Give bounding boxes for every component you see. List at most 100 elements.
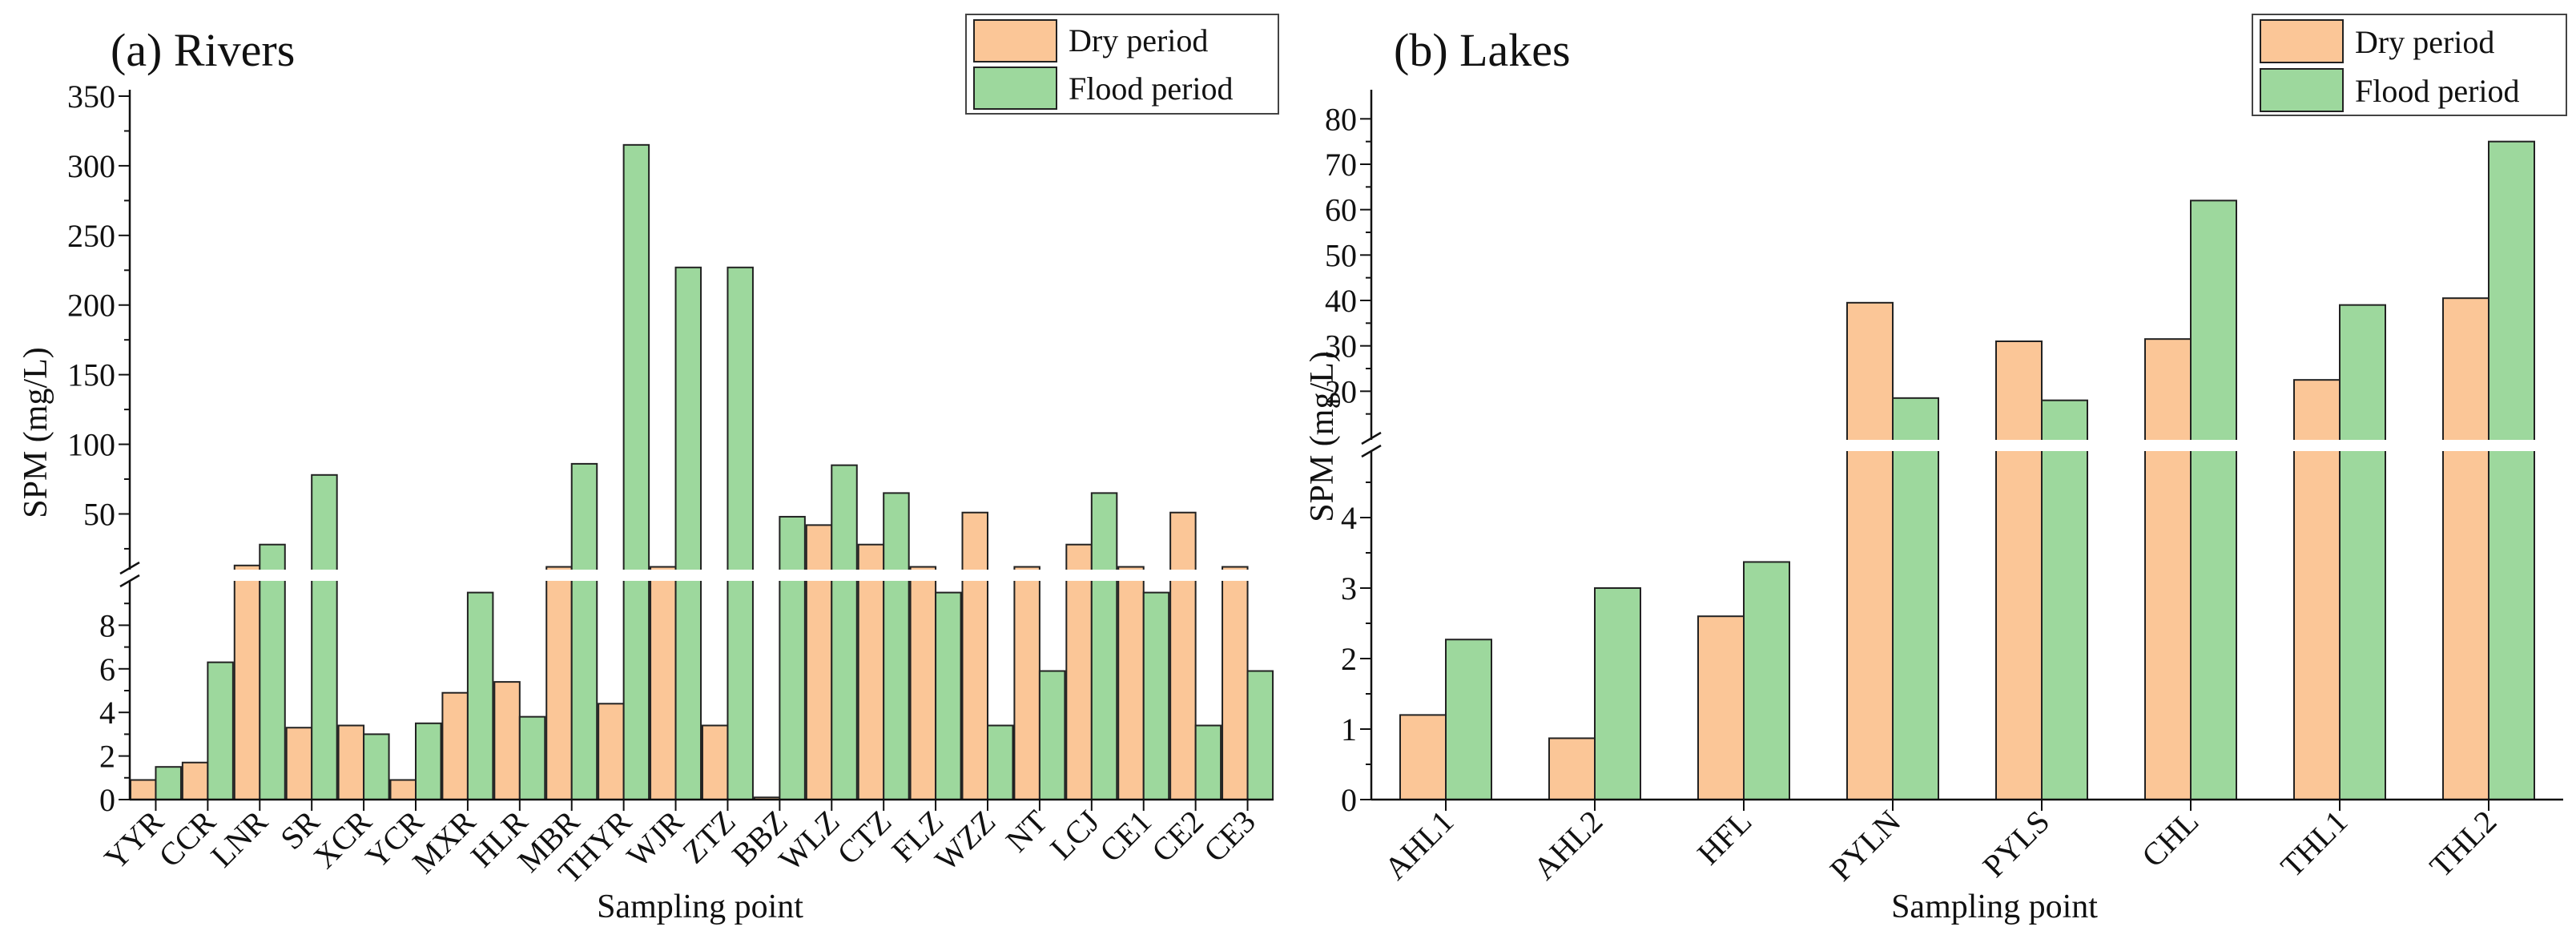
lakes-break-slash-top [1361, 431, 1382, 445]
lakes-bar-flood-pyls [2041, 399, 2088, 800]
rivers-bar-flood-lnr [259, 543, 286, 801]
rivers-bar-dry-sr [285, 727, 313, 800]
rivers-break-slash-top [119, 561, 140, 575]
lakes-x-tick-label-pyls: PYLS [1975, 804, 2056, 885]
lakes-break-slash-bottom [1361, 444, 1382, 458]
rivers-bar-dry-yyr [129, 779, 157, 801]
rivers-x-tick-label-ztz: ZTZ [675, 804, 743, 871]
lakes-y-tick-label-80: 80 [1325, 101, 1357, 137]
lakes-bar-dry-pyln [1846, 301, 1894, 801]
rivers-y-tick-label-250: 250 [67, 218, 115, 254]
rivers-bar-flood-ztz [727, 266, 754, 801]
rivers-x-tick-label-ccr: CCR [151, 803, 223, 874]
rivers-y-tick-label-4: 4 [99, 695, 115, 731]
lakes-bar-flood-thl2 [2488, 140, 2535, 800]
lakes-y-tick-label-40: 40 [1325, 283, 1357, 319]
rivers-y-tick-label-200: 200 [67, 288, 115, 324]
rivers-axis-break [114, 561, 1275, 588]
rivers-y-tick-label-8: 8 [99, 607, 115, 643]
rivers-bar-flood-bbz [779, 515, 806, 801]
rivers-y-tick-label-50: 50 [83, 496, 115, 532]
rivers-y-tick-label-100: 100 [67, 427, 115, 463]
rivers-break-band [114, 570, 1275, 581]
rivers-legend-dry-swatch [973, 19, 1057, 62]
lakes-legend: Dry period Flood period [2252, 14, 2567, 116]
rivers-y-ticks: 0 2 4 6 8 50 100 150 200 250 300 350 [67, 79, 130, 818]
rivers-y-tick-label-0: 0 [99, 782, 115, 818]
rivers-x-tick-label-lcj: LCJ [1043, 804, 1106, 867]
rivers-break-slash-bottom [119, 574, 140, 588]
lakes-x-tick-label-pyln: PYLN [1823, 804, 1908, 889]
lakes-y-tick-label-30: 30 [1325, 328, 1357, 365]
rivers-bar-flood-ce3 [1246, 670, 1274, 801]
lakes-bar-flood-pyln [1892, 397, 1939, 800]
rivers-legend-dry-label: Dry period [1069, 22, 1208, 58]
lakes-bar-dry-ahl2 [1548, 737, 1596, 800]
lakes-bar-dry-ahl1 [1399, 714, 1447, 801]
rivers-bar-flood-yyr [155, 766, 182, 801]
rivers-bar-dry-thyr [598, 703, 625, 801]
rivers-bar-dry-lcj [1065, 543, 1093, 801]
lakes-bar-dry-thl2 [2442, 297, 2489, 800]
lakes-y-tick-label-20: 20 [1325, 373, 1357, 409]
rivers-x-tick-label-lnr: LNR [203, 803, 275, 874]
rivers-bar-dry-ce1 [1117, 566, 1145, 801]
rivers-bar-flood-flz [935, 591, 962, 800]
lakes-axis-break [1355, 431, 2565, 458]
rivers-bar-dry-wjr [650, 566, 677, 801]
rivers-bar-dry-ce3 [1222, 566, 1249, 801]
lakes-x-axis-label: Sampling point [1891, 889, 2098, 925]
rivers-bar-flood-thyr [622, 143, 650, 800]
rivers-y-tick-label-2: 2 [99, 739, 115, 775]
rivers-bar-flood-wzz [987, 724, 1014, 801]
lakes-legend-dry-swatch [2260, 19, 2344, 63]
rivers-bar-dry-wzz [961, 511, 988, 800]
lakes-x-ticks: AHL1 AHL2 HFL PYLN PYLS CHL THL1 THL2 [1377, 800, 2503, 888]
rivers-bar-flood-sr [311, 474, 338, 800]
rivers-x-tick-label-wjr: WJR [620, 803, 691, 874]
lakes-x-tick-label-thl1: THL1 [2273, 804, 2354, 885]
rivers-y-axis-label: SPM (mg/L) [18, 347, 54, 518]
rivers-y-tick-label-6: 6 [99, 651, 115, 687]
lakes-break-band [1355, 440, 2565, 451]
lakes-y-tick-label-2: 2 [1341, 641, 1357, 677]
lakes-legend-flood-swatch [2260, 68, 2344, 112]
rivers-bar-flood-hlr [518, 715, 546, 801]
lakes-bar-flood-chl [2190, 199, 2237, 801]
lakes-y-tick-label-3: 3 [1341, 570, 1357, 606]
lakes-legend-flood-label: Flood period [2355, 73, 2520, 109]
rivers-bar-dry-ycr [389, 779, 417, 801]
rivers-bar-flood-lcj [1090, 492, 1118, 800]
rivers-legend: Dry period Flood period [965, 14, 1279, 115]
rivers-bars [129, 143, 1274, 801]
lakes-x-tick-label-ahl1: AHL1 [1377, 804, 1460, 887]
rivers-x-axis-label: Sampling point [597, 889, 803, 925]
lakes-title: (b) Lakes [1394, 24, 1571, 76]
lakes-y-tick-label-70: 70 [1325, 147, 1357, 183]
lakes-y-axis-label: SPM (mg/L) [1304, 351, 1341, 522]
rivers-y-tick-label-150: 150 [67, 357, 115, 393]
rivers-x-tick-label-ce1: CE1 [1093, 804, 1158, 869]
rivers-x-tick-label-wzz: WZZ [928, 804, 1002, 878]
rivers-x-tick-label-xcr: XCR [306, 803, 378, 875]
rivers-bar-dry-wlz [805, 524, 833, 800]
rivers-bar-flood-ce2 [1194, 724, 1222, 801]
rivers-x-tick-label-ce3: CE3 [1197, 804, 1262, 869]
rivers-bar-flood-ce1 [1142, 591, 1170, 800]
lakes-x-tick-label-hfl: HFL [1690, 804, 1758, 872]
rivers-x-tick-label-nt: NT [999, 804, 1055, 860]
rivers-bar-dry-ctz [857, 543, 885, 801]
rivers-legend-flood-label: Flood period [1069, 71, 1234, 107]
lakes-y-ticks: 0 1 2 3 4 20 30 40 50 60 70 80 [1325, 101, 1371, 818]
rivers-y-tick-label-350: 350 [67, 79, 115, 115]
rivers-bar-dry-nt [1013, 566, 1040, 801]
rivers-bar-dry-ccr [181, 761, 209, 801]
rivers-x-ticks: YYRCCRLNRSRXCRYCRMXRHLRMBRTHYRWJRZTZBBZW… [97, 800, 1262, 890]
rivers-bar-dry-hlr [493, 681, 521, 800]
lakes-bar-dry-hfl [1697, 615, 1745, 801]
rivers-bar-flood-wlz [831, 464, 858, 800]
lakes-y-tick-label-4: 4 [1341, 500, 1357, 536]
rivers-bar-dry-xcr [337, 724, 365, 801]
rivers-bar-dry-ztz [701, 724, 729, 801]
